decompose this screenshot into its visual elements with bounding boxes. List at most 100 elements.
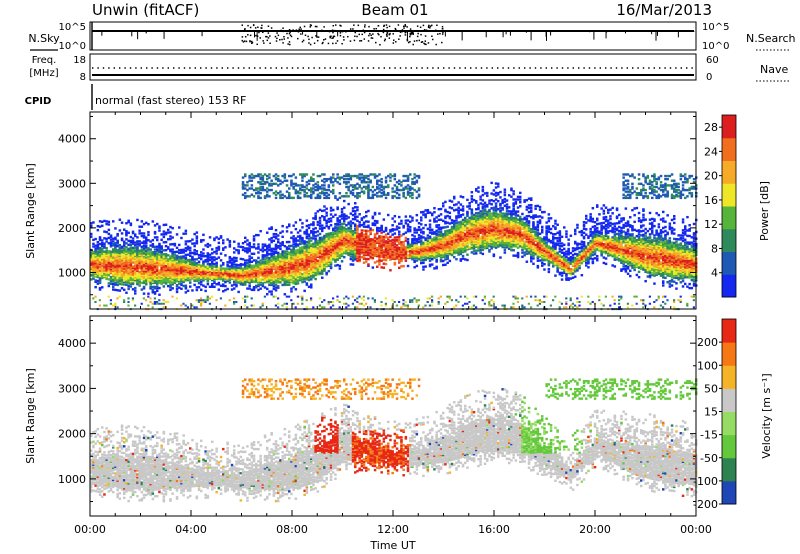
power-cell — [420, 259, 423, 262]
power-cell — [94, 263, 97, 266]
power-cell — [252, 275, 256, 278]
power-cell — [435, 232, 438, 235]
power-cell — [402, 187, 405, 190]
power-cell — [151, 238, 155, 242]
power-cell — [114, 267, 117, 270]
power-cell — [142, 241, 146, 245]
power-cell — [224, 267, 227, 270]
power-cell — [453, 249, 456, 252]
power-cell — [360, 302, 363, 305]
power-cell — [92, 269, 95, 272]
power-cell — [125, 263, 128, 266]
power-cell — [125, 267, 128, 270]
power-cell — [140, 254, 144, 258]
power-cell — [369, 248, 372, 252]
power-cell — [131, 270, 135, 274]
power-cell — [354, 306, 357, 309]
power-cell — [156, 222, 159, 226]
power-cell — [184, 284, 188, 287]
power-cell — [105, 269, 108, 273]
power-cell — [283, 302, 286, 305]
power-cell — [103, 270, 106, 273]
power-cell — [103, 259, 106, 263]
power-cell — [134, 244, 137, 247]
power-cell — [178, 266, 181, 269]
power-cell — [362, 229, 366, 232]
power-cell — [259, 259, 262, 262]
power-cell — [336, 226, 339, 229]
power-cell — [217, 237, 221, 241]
power-cell — [118, 289, 122, 292]
power-cell — [105, 304, 108, 307]
power-cell — [389, 235, 392, 239]
power-cell — [380, 195, 383, 198]
power-cell — [169, 267, 172, 270]
power-cell — [136, 254, 139, 258]
power-cell — [369, 246, 372, 249]
power-cell — [384, 196, 388, 200]
power-cell — [94, 279, 97, 282]
power-cell — [395, 244, 399, 247]
power-cell — [367, 224, 370, 227]
power-cell — [98, 256, 102, 259]
power-cell — [461, 205, 465, 208]
power-cell — [323, 209, 326, 212]
power-cell — [98, 248, 102, 251]
power-cell — [114, 241, 117, 245]
power-cell — [263, 286, 267, 289]
freq-label: Freq. — [32, 55, 57, 66]
power-cell — [103, 237, 106, 240]
power-cell — [347, 226, 350, 230]
power-cell — [446, 214, 449, 218]
power-cell — [406, 190, 410, 193]
power-cell — [134, 250, 137, 254]
power-cell — [167, 228, 170, 232]
power-cell — [323, 306, 326, 309]
power-cell — [206, 242, 210, 246]
power-cell — [153, 285, 157, 289]
power-cell — [384, 302, 387, 305]
power-cell — [277, 302, 280, 305]
power-cell — [391, 246, 394, 250]
power-cell — [288, 174, 291, 178]
power-cell — [292, 237, 295, 241]
power-cell — [189, 254, 192, 258]
power-cell — [371, 238, 375, 241]
power-cell — [96, 262, 100, 265]
power-cell — [123, 263, 126, 266]
power-cell — [149, 257, 152, 261]
power-cell — [162, 258, 166, 261]
power-cell — [281, 235, 284, 239]
power-cell — [92, 260, 95, 263]
power-cell — [96, 279, 100, 283]
power-cell — [347, 195, 350, 198]
power-cell — [147, 257, 150, 261]
power-cell — [266, 244, 269, 248]
power-cell — [167, 275, 170, 278]
power-cell — [123, 275, 126, 278]
power-cell — [288, 187, 291, 190]
power-cell — [354, 195, 357, 198]
power-cell — [241, 297, 244, 300]
power-cell — [274, 193, 278, 196]
power-cell — [340, 222, 344, 226]
power-cell — [92, 264, 95, 267]
power-cell — [169, 225, 172, 229]
power-cell — [266, 250, 269, 253]
power-cell — [142, 265, 146, 269]
power-cell — [228, 243, 232, 247]
power-cell — [213, 262, 216, 266]
power-cell — [398, 241, 401, 244]
power-cell — [101, 239, 104, 242]
power-cell — [101, 243, 104, 246]
power-cell — [131, 288, 135, 291]
power-cell — [277, 245, 280, 248]
power-cell — [112, 269, 115, 273]
power-cell — [129, 273, 133, 276]
power-cell — [178, 278, 181, 281]
power-cell — [450, 219, 454, 222]
power-cell — [406, 174, 410, 178]
power-cell — [327, 177, 331, 181]
power-cell — [193, 251, 196, 255]
power-cell — [411, 233, 414, 237]
